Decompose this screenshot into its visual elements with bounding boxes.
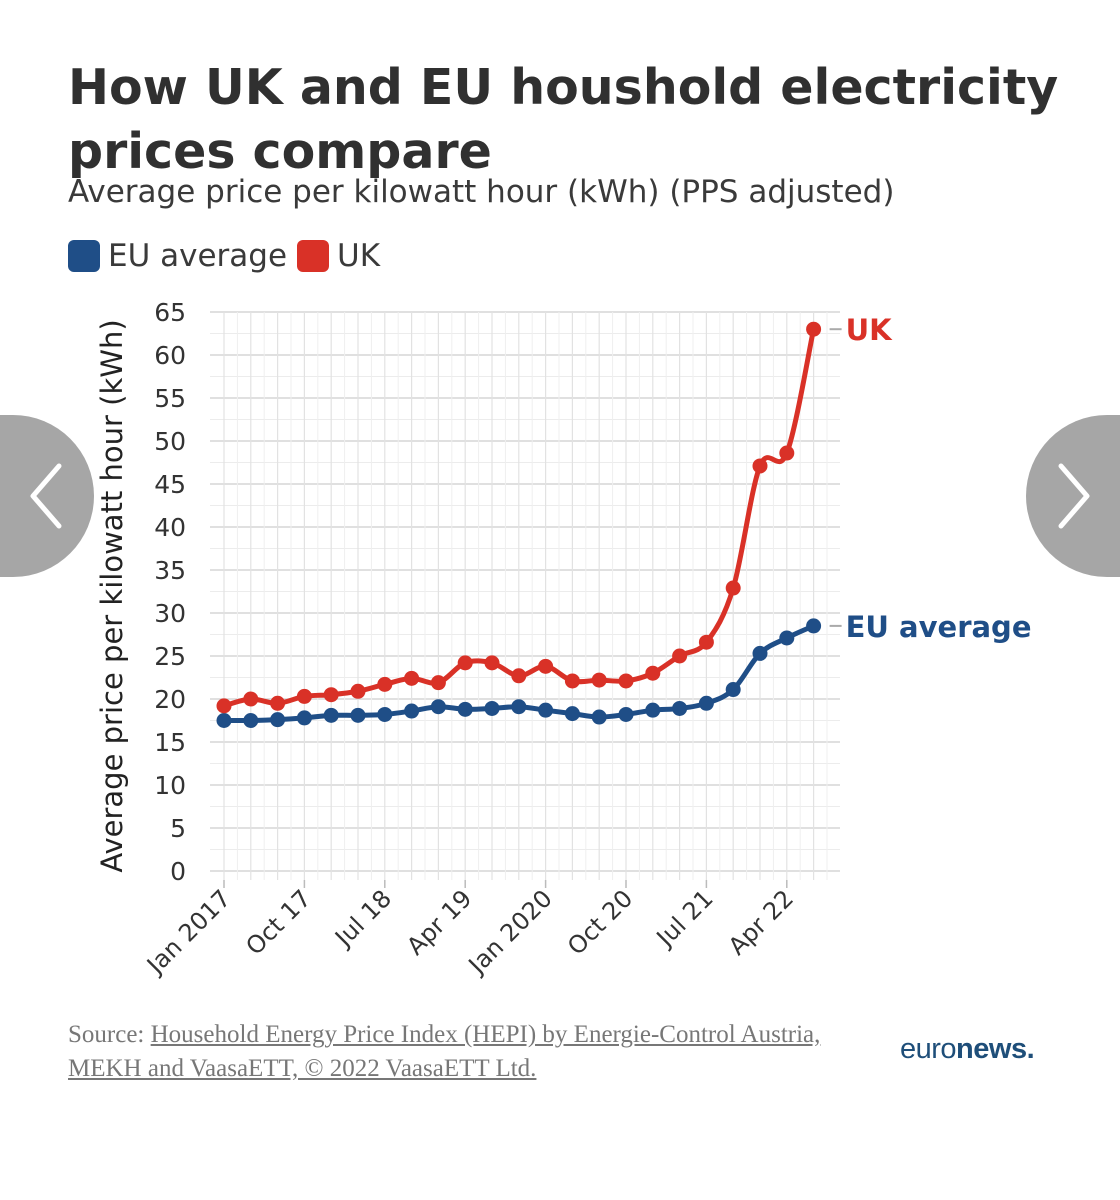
- data-point-eu: [243, 713, 259, 728]
- y-tick-label: 65: [154, 298, 186, 327]
- data-point-eu: [591, 709, 607, 725]
- data-point-eu: [350, 707, 366, 723]
- data-point-uk: [270, 695, 286, 711]
- y-tick-label: 60: [154, 341, 186, 370]
- data-point-eu: [564, 706, 580, 722]
- data-point-uk: [672, 648, 688, 664]
- data-point-uk: [377, 676, 393, 692]
- data-point-uk: [725, 580, 741, 596]
- data-point-uk: [216, 698, 232, 714]
- data-point-eu: [216, 713, 232, 728]
- data-point-eu: [484, 700, 500, 716]
- y-tick-label: 50: [154, 427, 186, 456]
- x-tick-label: Oct 17: [241, 884, 317, 960]
- line-chart: 0 5 10 15 20 25 30 35 40 45 50 55 60 65 Average price …: [95, 298, 1032, 980]
- x-tick-label: Apr 22: [723, 884, 799, 960]
- x-tick-label: Apr 19: [401, 884, 477, 960]
- data-point-uk: [591, 672, 607, 688]
- data-point-eu: [404, 703, 420, 719]
- chevron-left-icon: [30, 463, 62, 529]
- y-tick-label: 25: [154, 642, 186, 671]
- source-note: Source: Household Energy Price Index (HE…: [68, 1018, 828, 1086]
- data-point-uk: [404, 670, 420, 686]
- legend-item-eu: EU average: [68, 238, 287, 274]
- data-point-uk: [296, 688, 312, 704]
- data-point-eu: [645, 702, 661, 718]
- data-point-uk: [698, 634, 714, 650]
- x-tick-label: Jan 2017: [140, 884, 236, 980]
- data-point-eu: [296, 710, 312, 726]
- y-axis-title: Average price per kilowatt hour (kWh): [95, 319, 129, 872]
- data-point-uk: [752, 458, 768, 474]
- data-point-eu: [323, 707, 339, 723]
- data-point-uk: [430, 675, 446, 691]
- data-point-eu: [538, 702, 554, 718]
- data-point-eu: [430, 699, 446, 715]
- y-tick-label: 10: [154, 771, 186, 800]
- data-point-uk: [538, 658, 554, 674]
- y-tick-label: 15: [154, 728, 186, 757]
- chevron-right-icon: [1058, 463, 1090, 529]
- data-point-uk: [645, 665, 661, 681]
- y-tick-label: 40: [154, 513, 186, 542]
- data-point-uk: [350, 683, 366, 699]
- legend-label-uk: UK: [337, 238, 381, 274]
- data-point-eu: [672, 700, 688, 716]
- data-point-uk: [779, 445, 795, 461]
- data-point-uk: [806, 321, 822, 337]
- legend-item-uk: UK: [297, 238, 380, 274]
- data-point-eu: [457, 701, 473, 717]
- y-tick-label: 0: [170, 857, 186, 886]
- data-point-eu: [377, 706, 393, 722]
- y-tick-label: 45: [154, 470, 186, 499]
- euronews-logo: euronews.: [900, 1033, 1035, 1066]
- end-label-eu: EU average: [846, 610, 1032, 644]
- x-tick-label: Oct 20: [562, 884, 638, 960]
- chart-legend: EU average UK: [68, 238, 390, 274]
- source-link[interactable]: Household Energy Price Index (HEPI) by E…: [68, 1021, 821, 1082]
- y-tick-label: 5: [170, 814, 186, 843]
- data-point-uk: [323, 687, 339, 703]
- x-tick-label: Jul 21: [650, 884, 719, 953]
- data-point-uk: [564, 673, 580, 689]
- data-point-eu: [511, 699, 527, 715]
- y-tick-label: 30: [154, 599, 186, 628]
- data-point-eu: [779, 630, 795, 646]
- chart-subtitle: Average price per kilowatt hour (kWh) (P…: [68, 174, 895, 210]
- y-tick-label: 35: [154, 556, 186, 585]
- legend-swatch-eu: [68, 240, 100, 272]
- chart-title: How UK and EU houshold electricity price…: [68, 59, 1059, 180]
- data-point-uk: [618, 673, 634, 689]
- logo-suffix: news.: [956, 1033, 1035, 1065]
- data-point-uk: [511, 668, 527, 684]
- legend-swatch-uk: [297, 240, 330, 272]
- y-tick-label: 55: [154, 384, 186, 413]
- data-point-eu: [725, 682, 741, 698]
- data-point-uk: [457, 655, 473, 671]
- data-point-uk: [243, 691, 259, 707]
- data-point-eu: [270, 712, 286, 728]
- logo-prefix: euro: [900, 1033, 957, 1065]
- x-tick-label: Jul 18: [328, 884, 397, 953]
- data-point-eu: [806, 618, 822, 634]
- data-point-uk: [484, 655, 500, 671]
- x-tick-label: Jan 2020: [462, 884, 558, 980]
- data-point-eu: [752, 645, 768, 661]
- data-point-eu: [618, 706, 634, 722]
- end-label-uk: UK: [846, 313, 894, 347]
- legend-label-eu: EU average: [108, 238, 288, 274]
- y-tick-label: 20: [154, 685, 186, 714]
- source-prefix: Source:: [68, 1021, 151, 1048]
- data-point-eu: [698, 695, 714, 711]
